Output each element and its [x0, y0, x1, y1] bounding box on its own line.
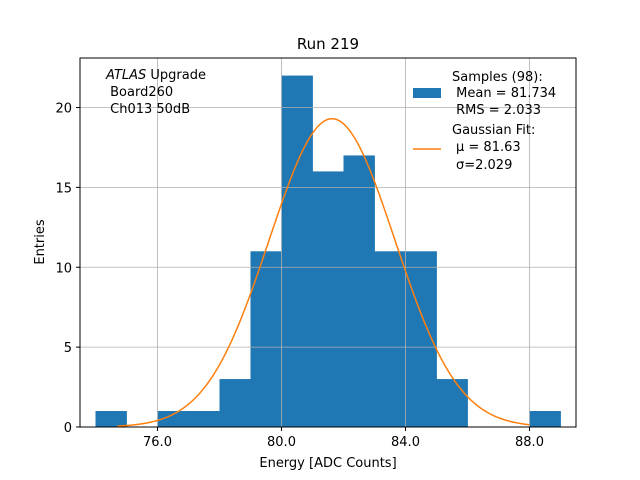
- y-tick-label: 10: [55, 261, 72, 276]
- histogram-bar: [281, 75, 313, 428]
- annotation-line-3: Ch013 50dB: [106, 102, 190, 117]
- annotation-line-1: ATLAS Upgrade: [105, 68, 206, 83]
- legend-hist-swatch: [413, 88, 441, 98]
- x-tick-label: 76.0: [143, 435, 172, 450]
- histogram-bar: [436, 379, 468, 427]
- gaussian-fit-curve: [117, 117, 530, 427]
- plot-frame: [79, 57, 577, 428]
- histogram-bar: [312, 171, 344, 427]
- histogram-bar: [95, 411, 127, 427]
- x-tick-label: 80.0: [267, 435, 296, 450]
- histogram-bar: [343, 155, 375, 427]
- legend: Samples (98): Mean = 81.734 RMS = 2.033 …: [413, 70, 556, 173]
- chart-title: Run 219: [297, 35, 359, 53]
- x-axis-label: Energy [ADC Counts]: [259, 456, 396, 471]
- legend-hist-line-3: RMS = 2.033: [452, 103, 541, 118]
- annotation-italic: ATLAS: [105, 68, 146, 83]
- legend-hist-line-1: Samples (98):: [452, 70, 543, 85]
- histogram-bar: [250, 251, 282, 427]
- y-axis-ticks: 0 5 10 15 20: [55, 102, 80, 436]
- y-tick-label: 15: [55, 181, 72, 196]
- x-tick-label: 88.0: [515, 435, 544, 450]
- legend-hist-line-2: Mean = 81.734: [452, 86, 556, 101]
- legend-fit-line-3: σ=2.029: [456, 158, 512, 173]
- y-tick-label: 0: [64, 421, 72, 436]
- histogram-bar: [219, 379, 251, 427]
- annotation-line-2: Board260: [106, 85, 173, 100]
- legend-fit-line-1: Gaussian Fit:: [452, 123, 535, 138]
- histogram-bar: [374, 251, 406, 427]
- x-axis-ticks: 76.0 80.0 84.0 88.0: [143, 427, 544, 450]
- histogram-bar: [157, 411, 189, 427]
- annotation-rest: Upgrade: [146, 68, 206, 83]
- legend-fit-line-2: μ = 81.63: [456, 140, 521, 155]
- y-tick-label: 20: [55, 102, 72, 117]
- histogram-bar: [188, 411, 220, 427]
- y-tick-label: 5: [64, 341, 72, 356]
- histogram-bars: [95, 75, 561, 428]
- histogram-bar: [529, 411, 561, 427]
- y-axis-label: Entries: [33, 219, 48, 265]
- atlas-annotation: ATLAS Upgrade Board260 Ch013 50dB: [105, 68, 206, 117]
- x-tick-label: 84.0: [391, 435, 420, 450]
